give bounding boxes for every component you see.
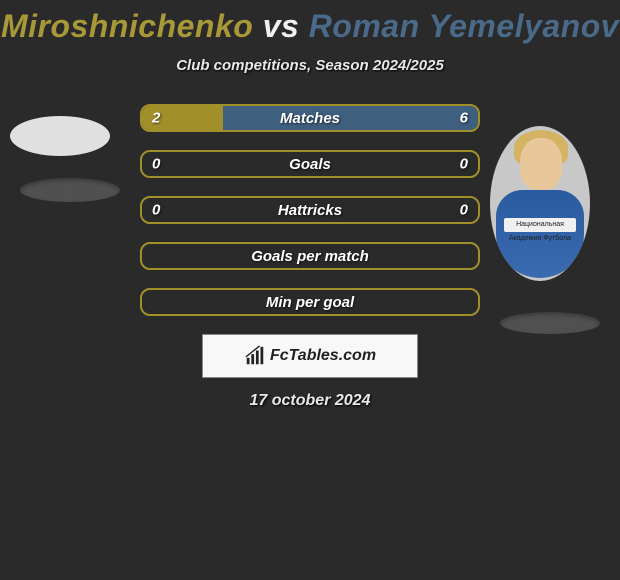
stat-value-right: 6 [460,110,468,127]
stat-label: Matches [280,110,340,127]
chart-icon [244,345,266,367]
date-text: 17 october 2024 [0,392,620,410]
player2-avatar: Национальная Академия Футбола [490,126,590,281]
stat-label: Hattricks [278,202,342,219]
branding-box: FcTables.com [202,334,418,378]
stat-value-left: 0 [152,156,160,173]
stat-value-left: 0 [152,202,160,219]
subtitle: Club competitions, Season 2024/2025 [0,57,620,74]
stat-bars: 2 6 Matches 0 0 Goals 0 0 Hattricks Goals per mat… [140,104,480,316]
player2-shadow [500,312,600,334]
jersey-label: Национальная Академия Футбола [504,218,576,232]
stat-value-right: 0 [460,156,468,173]
vs-text: vs [263,8,300,44]
stat-row: 0 0 Hattricks [140,196,480,224]
player1-name: Miroshnichenko [1,8,253,44]
stat-value-left: 2 [152,110,160,127]
stat-row: 2 6 Matches [140,104,480,132]
stat-label: Goals [289,156,331,173]
player1-shadow [20,178,120,202]
stat-label: Goals per match [251,248,369,265]
stat-row: Goals per match [140,242,480,270]
stat-row: Min per goal [140,288,480,316]
branding-text: FcTables.com [270,347,376,365]
player1-avatar [10,116,110,156]
stat-row: 0 0 Goals [140,150,480,178]
player2-name: Roman Yemelyanov [309,8,619,44]
title: Miroshnichenko vs Roman Yemelyanov [0,8,620,45]
stat-value-right: 0 [460,202,468,219]
stat-label: Min per goal [266,294,354,311]
